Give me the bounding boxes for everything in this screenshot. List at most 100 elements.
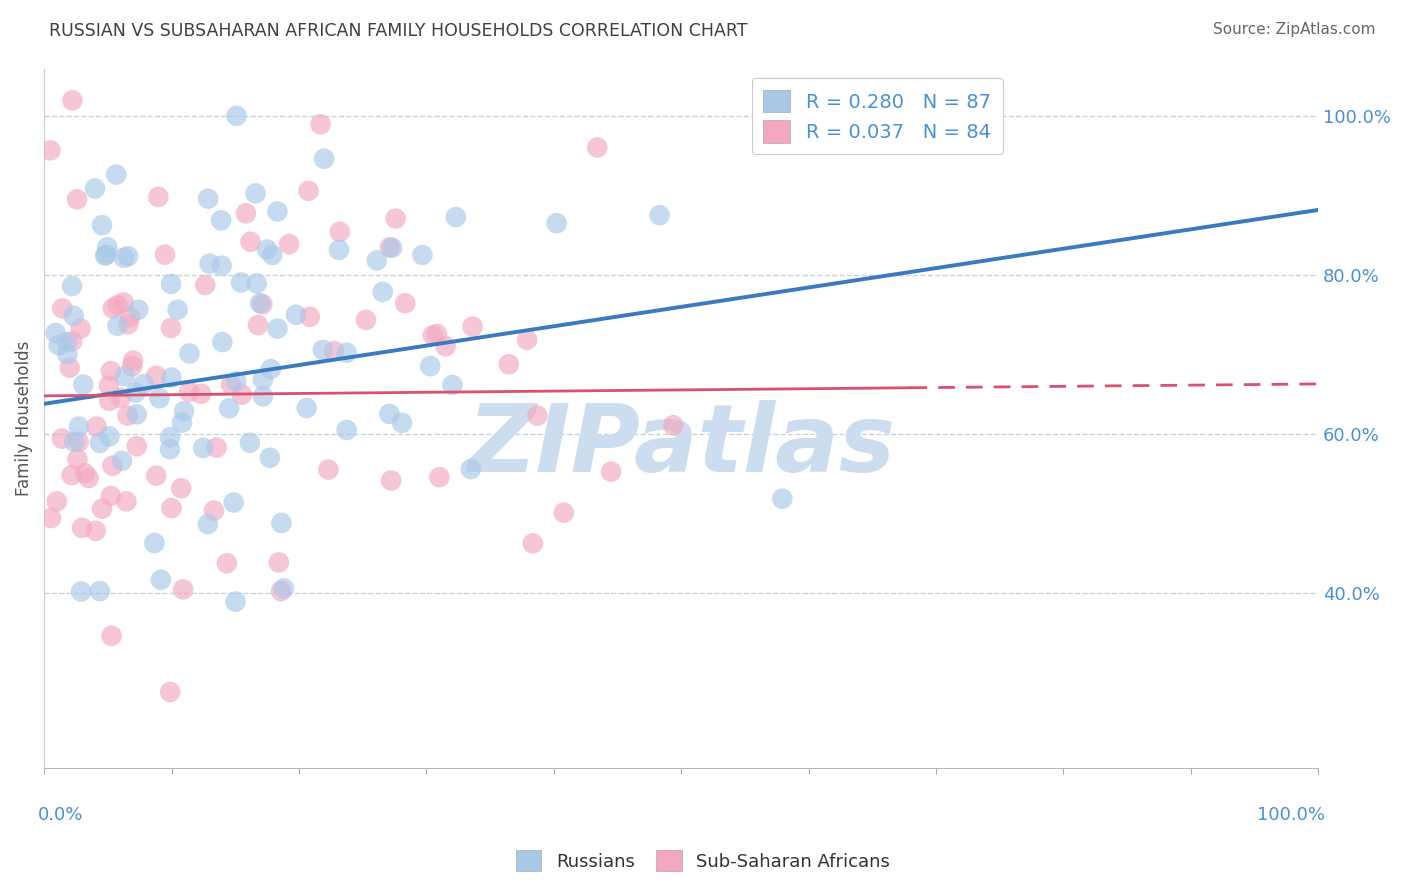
Point <box>149 573 172 587</box>
Point <box>224 594 246 608</box>
Point <box>239 235 262 249</box>
Point <box>354 313 377 327</box>
Point <box>498 357 520 371</box>
Point <box>125 407 148 421</box>
Point <box>100 364 122 378</box>
Point <box>770 491 793 506</box>
Point <box>153 248 176 262</box>
Point <box>179 346 201 360</box>
Point <box>295 401 318 415</box>
Point <box>426 326 449 341</box>
Point <box>252 297 274 311</box>
Point <box>312 152 335 166</box>
Legend: Russians, Sub-Saharan Africans: Russians, Sub-Saharan Africans <box>509 843 897 879</box>
Point <box>117 249 139 263</box>
Point <box>60 334 83 349</box>
Point <box>145 468 167 483</box>
Point <box>89 584 111 599</box>
Point <box>270 584 292 599</box>
Text: Source: ZipAtlas.com: Source: ZipAtlas.com <box>1212 22 1375 37</box>
Point <box>197 517 219 532</box>
Point <box>434 339 457 353</box>
Point <box>121 359 143 373</box>
Point <box>70 584 93 599</box>
Point <box>284 308 307 322</box>
Point <box>55 335 77 350</box>
Point <box>100 489 122 503</box>
Point <box>461 319 484 334</box>
Point <box>441 378 464 392</box>
Point <box>260 362 283 376</box>
Point <box>101 301 124 316</box>
Point <box>371 285 394 299</box>
Point <box>122 353 145 368</box>
Point <box>419 359 441 373</box>
Point <box>231 387 253 401</box>
Point <box>218 401 240 416</box>
Point <box>148 391 170 405</box>
Point <box>48 338 70 352</box>
Point <box>160 277 183 291</box>
Point <box>112 295 135 310</box>
Point <box>125 439 148 453</box>
Point <box>197 192 219 206</box>
Point <box>329 225 352 239</box>
Point <box>59 360 82 375</box>
Point <box>222 495 245 509</box>
Point <box>855 86 877 100</box>
Point <box>112 251 135 265</box>
Point <box>101 458 124 473</box>
Point <box>249 296 271 310</box>
Point <box>124 385 146 400</box>
Point <box>105 168 128 182</box>
Point <box>132 377 155 392</box>
Point <box>69 321 91 335</box>
Text: 0.0%: 0.0% <box>38 806 83 824</box>
Point <box>259 450 281 465</box>
Point <box>225 375 247 389</box>
Point <box>267 556 290 570</box>
Point <box>252 373 274 387</box>
Point <box>98 378 121 392</box>
Point <box>546 216 568 230</box>
Point <box>202 503 225 517</box>
Point <box>160 321 183 335</box>
Point <box>384 211 406 226</box>
Text: ZIPatlas: ZIPatlas <box>467 401 896 492</box>
Point <box>145 368 167 383</box>
Point <box>143 536 166 550</box>
Point <box>366 253 388 268</box>
Point <box>586 140 609 154</box>
Point <box>444 210 467 224</box>
Point <box>312 343 335 357</box>
Point <box>60 279 83 293</box>
Point <box>172 582 194 597</box>
Point <box>170 416 193 430</box>
Point <box>67 419 90 434</box>
Point <box>110 391 132 405</box>
Point <box>77 471 100 485</box>
Point <box>522 536 544 550</box>
Point <box>460 462 482 476</box>
Point <box>209 213 232 227</box>
Point <box>98 429 121 443</box>
Point <box>111 454 134 468</box>
Point <box>118 310 141 324</box>
Point <box>193 441 215 455</box>
Point <box>215 556 238 570</box>
Point <box>160 370 183 384</box>
Point <box>84 524 107 538</box>
Point <box>67 434 90 449</box>
Point <box>66 452 89 467</box>
Point <box>427 470 450 484</box>
Point <box>378 240 401 254</box>
Point <box>553 506 575 520</box>
Point <box>381 241 404 255</box>
Point <box>179 384 201 399</box>
Point <box>89 436 111 450</box>
Point <box>278 237 301 252</box>
Point <box>662 418 685 433</box>
Point <box>86 419 108 434</box>
Point <box>84 181 107 195</box>
Point <box>309 117 332 131</box>
